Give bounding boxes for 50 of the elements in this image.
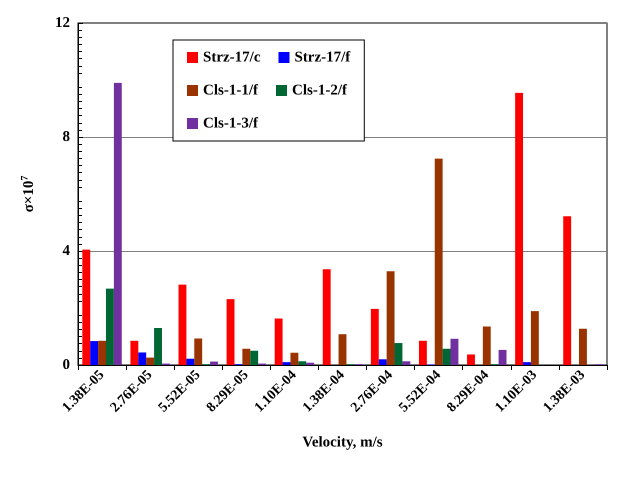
bar <box>467 354 475 365</box>
bar <box>322 269 331 365</box>
bar <box>434 158 443 365</box>
bar <box>186 358 194 365</box>
bar <box>210 362 218 365</box>
bar <box>579 328 587 365</box>
bar <box>106 288 114 365</box>
legend-label: Cls-1-3/f <box>203 116 259 132</box>
y-tick-label: 12 <box>55 15 70 31</box>
bar <box>154 328 162 365</box>
bar <box>418 340 427 365</box>
y-tick-label: 4 <box>62 243 70 259</box>
bar <box>482 326 491 365</box>
bar <box>378 359 387 365</box>
bar <box>242 348 250 365</box>
y-tick-label: 8 <box>62 129 70 145</box>
bar <box>442 348 451 365</box>
bar <box>90 341 98 365</box>
bar <box>114 82 122 365</box>
bar <box>523 362 531 365</box>
bar <box>515 92 524 365</box>
y-tick-label: 0 <box>62 357 70 373</box>
legend-label: Strz-17/c <box>203 50 261 66</box>
bar <box>98 340 106 365</box>
bar <box>194 338 202 365</box>
bar <box>338 334 346 365</box>
bar <box>290 352 298 365</box>
bar <box>130 340 138 365</box>
bar <box>530 311 539 365</box>
x-axis-title: Velocity, m/s <box>302 434 383 450</box>
bar <box>402 361 410 365</box>
legend-label: Cls-1-2/f <box>292 82 348 98</box>
bar <box>282 362 290 365</box>
bar <box>226 299 234 365</box>
bar <box>450 338 458 365</box>
y-axis-title: σ×107 <box>20 176 37 212</box>
bar <box>394 343 402 365</box>
bar <box>138 352 146 365</box>
bar <box>563 216 572 365</box>
legend-label: Strz-17/f <box>294 50 352 66</box>
bar <box>250 350 258 365</box>
legend-label: Cls-1-1/f <box>203 82 259 98</box>
bar <box>370 308 379 365</box>
bar <box>178 284 186 365</box>
bar <box>146 358 154 365</box>
bar <box>498 350 506 365</box>
bar <box>82 250 90 365</box>
bar <box>274 318 283 365</box>
bar <box>298 361 306 365</box>
bar <box>386 271 395 365</box>
